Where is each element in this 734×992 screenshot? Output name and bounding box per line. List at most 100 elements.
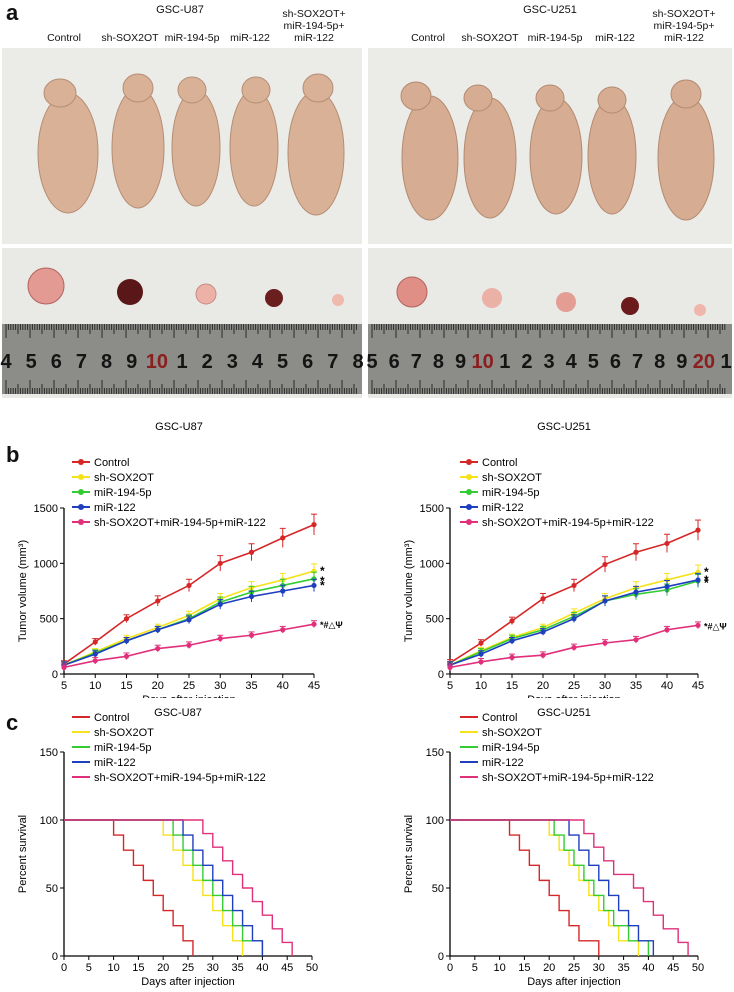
series-line bbox=[449, 529, 699, 664]
panel-a-right-title: GSC-U251 bbox=[523, 4, 577, 16]
legend-marker bbox=[466, 519, 472, 525]
data-point bbox=[311, 582, 317, 589]
data-point bbox=[664, 577, 670, 583]
x-axis-label: Days after injection bbox=[142, 694, 236, 698]
x-tick-label: 15 bbox=[518, 962, 530, 974]
ruler-number: 9 bbox=[676, 351, 687, 373]
significance-mark: * bbox=[704, 573, 709, 587]
ruler-number: 4 bbox=[0, 351, 12, 373]
x-tick-label: 45 bbox=[667, 962, 679, 974]
left-group-label: Control bbox=[47, 32, 81, 44]
data-point bbox=[155, 598, 161, 604]
y-tick-label: 500 bbox=[426, 614, 444, 626]
chart-title: GSC-U87 bbox=[155, 421, 203, 433]
right-group-label: miR-194-5p bbox=[527, 32, 583, 44]
series-line bbox=[449, 579, 699, 666]
x-tick-label: 15 bbox=[120, 680, 132, 692]
data-point bbox=[447, 664, 453, 670]
x-tick-label: 35 bbox=[617, 962, 629, 974]
legend-label: Control bbox=[94, 712, 129, 724]
data-point bbox=[186, 582, 192, 589]
ruler-number: 8 bbox=[433, 351, 444, 373]
x-tick-label: 40 bbox=[661, 680, 673, 692]
legend-label: miR-122 bbox=[482, 502, 524, 514]
ruler-number: 7 bbox=[327, 351, 338, 373]
x-tick-label: 10 bbox=[107, 962, 119, 974]
mice-left bbox=[37, 73, 345, 216]
y-tick-label: 100 bbox=[426, 815, 444, 827]
x-tick-label: 0 bbox=[447, 962, 453, 974]
y-tick-label: 1500 bbox=[420, 503, 444, 515]
legend-marker bbox=[78, 459, 84, 465]
legend-marker bbox=[466, 489, 472, 495]
legend-label: sh-SOX2OT bbox=[94, 727, 154, 739]
data-point bbox=[186, 617, 192, 623]
mice-right bbox=[400, 79, 715, 221]
data-point bbox=[509, 638, 515, 644]
x-tick-label: 10 bbox=[89, 680, 101, 692]
ruler-number: 7 bbox=[632, 351, 643, 373]
ruler-number: 8 bbox=[352, 351, 363, 373]
left-group-label: sh-SOX2OT+ miR-194-5p+ miR-122 bbox=[282, 8, 346, 44]
x-tick-label: 15 bbox=[506, 680, 518, 692]
data-point bbox=[155, 645, 161, 652]
right-group-label: Control bbox=[411, 32, 445, 44]
data-point bbox=[695, 527, 701, 533]
y-tick-label: 150 bbox=[40, 747, 58, 759]
data-point bbox=[478, 659, 484, 665]
legend-label: sh-SOX2OT bbox=[482, 472, 542, 484]
x-tick-label: 5 bbox=[86, 962, 92, 974]
legend-label: Control bbox=[94, 457, 129, 469]
data-point bbox=[571, 644, 577, 651]
chart-tumor-volume-u251: GSC-U251 0 500 1000 1500 5 10 15 20 25 30 35 40 45 Day… bbox=[403, 421, 727, 698]
x-tick-label: 30 bbox=[593, 962, 605, 974]
data-point bbox=[571, 616, 577, 622]
data-point bbox=[280, 627, 286, 633]
ruler-number: 4 bbox=[566, 351, 578, 373]
survival-curve bbox=[450, 819, 689, 956]
survival-curve bbox=[64, 819, 194, 956]
data-point bbox=[571, 582, 577, 589]
data-point bbox=[509, 654, 515, 660]
data-point bbox=[92, 658, 98, 664]
data-point bbox=[311, 522, 317, 528]
x-tick-label: 45 bbox=[308, 680, 320, 692]
series-line bbox=[63, 584, 315, 666]
x-tick-label: 5 bbox=[472, 962, 478, 974]
data-point bbox=[123, 616, 130, 622]
legend-label: miR-122 bbox=[94, 502, 136, 514]
significance-mark: *#△Ψ bbox=[704, 621, 727, 631]
significance-mark: * bbox=[704, 565, 709, 579]
data-point bbox=[123, 653, 130, 659]
x-tick-label: 35 bbox=[231, 962, 243, 974]
x-tick-label: 45 bbox=[281, 962, 293, 974]
x-tick-label: 45 bbox=[692, 680, 704, 692]
legend-marker bbox=[78, 474, 84, 480]
survival-curve bbox=[64, 819, 293, 956]
ruler-ticks bbox=[5, 324, 726, 394]
chart-survival-u87: GSC-U87 0 50 100 150 0 5 10 15 20 25 30 35 40 45 50 Days… bbox=[17, 707, 318, 988]
data-point bbox=[633, 549, 639, 555]
ruler-number: 6 bbox=[610, 351, 621, 373]
legend-label: Control bbox=[482, 457, 517, 469]
legend-label: miR-194-5p bbox=[482, 487, 539, 499]
significance-mark: *#△Ψ bbox=[320, 620, 343, 630]
x-tick-label: 35 bbox=[245, 680, 257, 692]
ruler-left bbox=[2, 324, 362, 394]
data-point bbox=[217, 560, 223, 566]
data-point bbox=[61, 664, 67, 670]
survival-curve bbox=[450, 819, 640, 956]
x-axis-label: Days after injection bbox=[527, 694, 621, 698]
left-group-label: miR-122 bbox=[230, 32, 270, 44]
data-point bbox=[186, 642, 192, 648]
x-tick-label: 15 bbox=[132, 962, 144, 974]
legend-marker bbox=[466, 459, 472, 465]
y-tick-label: 50 bbox=[432, 883, 444, 895]
legend-marker bbox=[78, 504, 84, 510]
panel-c-letter: c bbox=[6, 710, 19, 735]
significance-mark: * bbox=[320, 578, 325, 592]
data-point bbox=[478, 640, 484, 646]
x-tick-label: 30 bbox=[214, 680, 226, 692]
ruler-number: 10 bbox=[472, 351, 494, 373]
ruler-number: 6 bbox=[302, 351, 313, 373]
